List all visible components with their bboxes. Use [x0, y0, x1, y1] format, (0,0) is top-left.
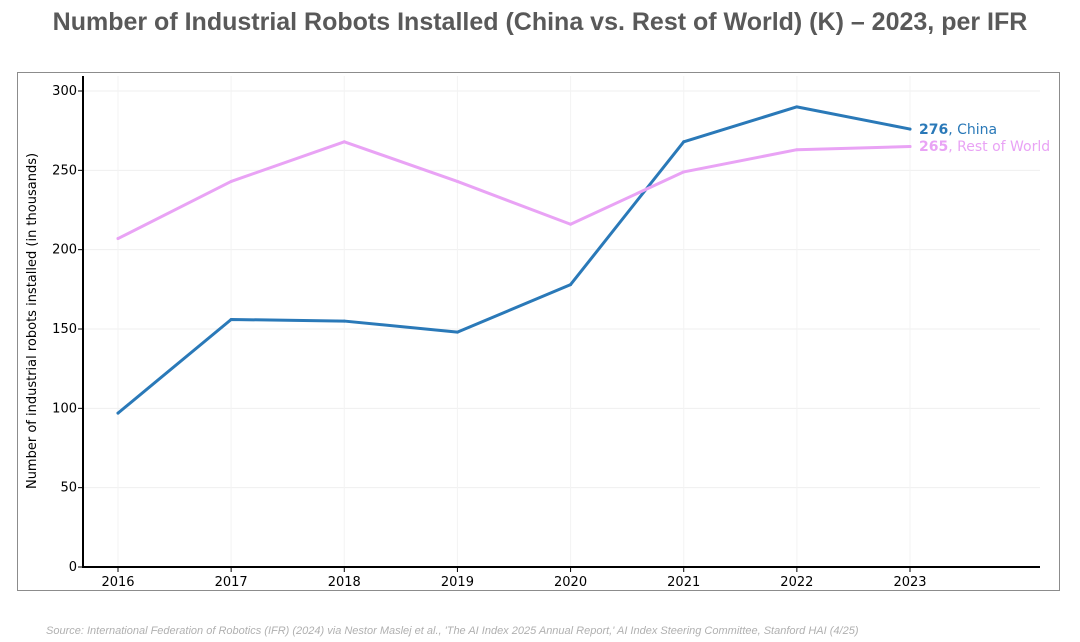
data-point-rest-of-world	[569, 222, 573, 226]
source-note: Source: International Federation of Robo…	[46, 625, 859, 637]
data-point-rest-of-world	[116, 237, 120, 241]
x-tick-label: 2020	[554, 575, 587, 590]
data-point-china	[908, 127, 912, 131]
y-tick-label: 300	[52, 84, 77, 99]
end-label-value: 276	[919, 122, 948, 138]
x-tick-label: 2022	[780, 575, 813, 590]
x-axis-ticks: 2016 2017 2018 2019 2020 2021 2022 2023	[101, 567, 927, 590]
end-label-rest-of-world: 265, Rest of World	[919, 139, 1050, 155]
x-tick-label: 2021	[667, 575, 700, 590]
series-line-china	[116, 105, 912, 415]
x-tick-label: 2018	[328, 575, 361, 590]
y-tick-label: 250	[52, 163, 77, 178]
y-tick-label: 50	[60, 481, 77, 496]
y-axis-label: Number of industrial robots installed (i…	[25, 153, 40, 489]
gridlines	[83, 76, 1040, 567]
y-tick-label: 100	[52, 401, 77, 416]
chart-title: Number of Industrial Robots Installed (C…	[52, 8, 1028, 36]
data-point-rest-of-world	[682, 170, 686, 174]
data-point-rest-of-world	[795, 148, 799, 152]
y-tick-label: 150	[52, 322, 77, 337]
end-label-value: 265	[919, 139, 948, 155]
data-point-china	[455, 330, 459, 334]
data-point-china	[229, 317, 233, 321]
data-point-china	[342, 319, 346, 323]
series-lines	[116, 105, 912, 415]
end-label-name: , Rest of World	[948, 139, 1050, 155]
series-line-rest-of-world	[116, 140, 912, 241]
end-label-name: , China	[948, 122, 997, 138]
data-point-rest-of-world	[908, 145, 912, 149]
data-point-china	[682, 140, 686, 144]
data-point-china	[116, 411, 120, 415]
x-tick-label: 2019	[441, 575, 474, 590]
data-point-rest-of-world	[342, 140, 346, 144]
x-tick-label: 2016	[101, 575, 134, 590]
data-point-china	[569, 283, 573, 287]
x-tick-label: 2023	[893, 575, 926, 590]
end-label-china: 276, China	[919, 122, 997, 138]
data-point-china	[795, 105, 799, 109]
data-point-rest-of-world	[229, 179, 233, 183]
y-tick-label: 200	[52, 243, 77, 258]
y-axis-ticks: 0 50 100 150 200 250 300	[52, 84, 83, 575]
y-tick-label: 0	[69, 560, 77, 575]
chart-frame	[17, 72, 1060, 591]
x-tick-label: 2017	[215, 575, 248, 590]
data-point-rest-of-world	[455, 179, 459, 183]
